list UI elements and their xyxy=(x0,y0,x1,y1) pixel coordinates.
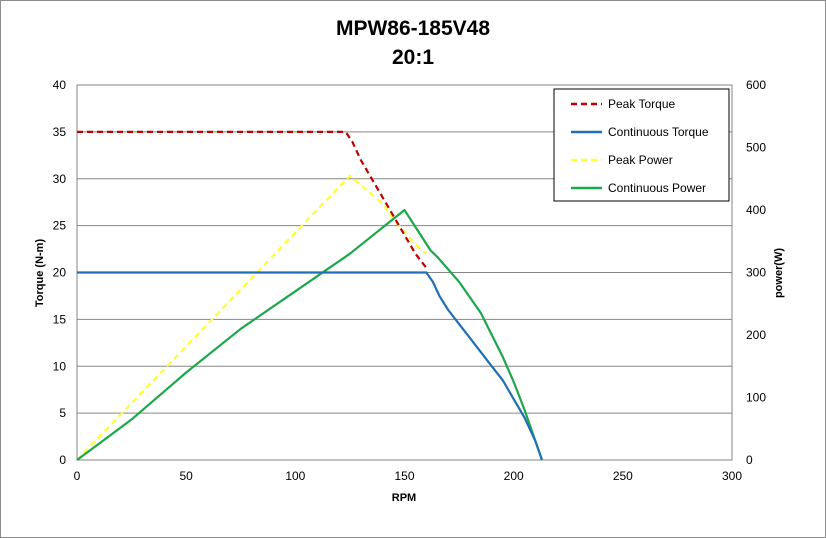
legend-box xyxy=(553,88,730,202)
y-axis-title: Torque (N-m) xyxy=(34,239,46,308)
y2-tick-label: 0 xyxy=(746,453,753,467)
legend-label: Peak Power xyxy=(608,153,673,167)
series-lines xyxy=(76,130,544,461)
y2-tick-label: 100 xyxy=(746,391,766,405)
legend-label: Continuous Power xyxy=(608,181,706,195)
legend-label: Peak Torque xyxy=(608,97,675,111)
x-tick-label: 300 xyxy=(722,469,742,483)
legend-label: Continuous Torque xyxy=(608,125,709,139)
y-tick-label: 20 xyxy=(53,266,67,280)
x-axis-title: RPM xyxy=(392,492,416,504)
y-tick-label: 15 xyxy=(53,312,67,326)
legend: Peak Torque Continuous Torque Peak Power Co… xyxy=(553,88,730,202)
y2-tick-label: 500 xyxy=(746,141,766,155)
x-tick-label: 200 xyxy=(504,469,524,483)
y-tick-label: 10 xyxy=(53,359,67,373)
x-tick-label: 250 xyxy=(613,469,633,483)
y-tick-label: 25 xyxy=(53,219,67,233)
y2-tick-label: 400 xyxy=(746,203,766,217)
y2-tick-label: 200 xyxy=(746,328,766,342)
y-axis-ticks: 0 5 10 15 20 25 30 35 40 xyxy=(53,78,67,467)
y2-tick-label: 300 xyxy=(746,266,766,280)
x-tick-label: 100 xyxy=(285,469,305,483)
y-tick-label: 0 xyxy=(59,453,66,467)
x-tick-label: 0 xyxy=(74,469,81,483)
y2-tick-label: 600 xyxy=(746,78,766,92)
series-line-continuous-torque xyxy=(77,271,544,461)
y-tick-label: 35 xyxy=(53,125,67,139)
series-line-peak-torque xyxy=(77,130,428,269)
chart-title: MPW86-185V48 xyxy=(336,17,490,40)
series-line-continuous-power xyxy=(76,208,544,461)
chart-subtitle: 20:1 xyxy=(392,46,434,69)
y-tick-label: 40 xyxy=(53,78,67,92)
y-tick-label: 30 xyxy=(53,172,67,186)
x-tick-label: 50 xyxy=(179,469,193,483)
x-axis-ticks: 0 50 100 150 200 250 300 xyxy=(74,469,743,483)
y2-axis-ticks: 0 100 200 300 400 500 600 xyxy=(746,78,766,467)
y-tick-label: 5 xyxy=(59,406,66,420)
series-line-peak-power xyxy=(76,174,428,461)
x-tick-label: 150 xyxy=(394,469,414,483)
y2-axis-title: power(W) xyxy=(773,248,785,298)
